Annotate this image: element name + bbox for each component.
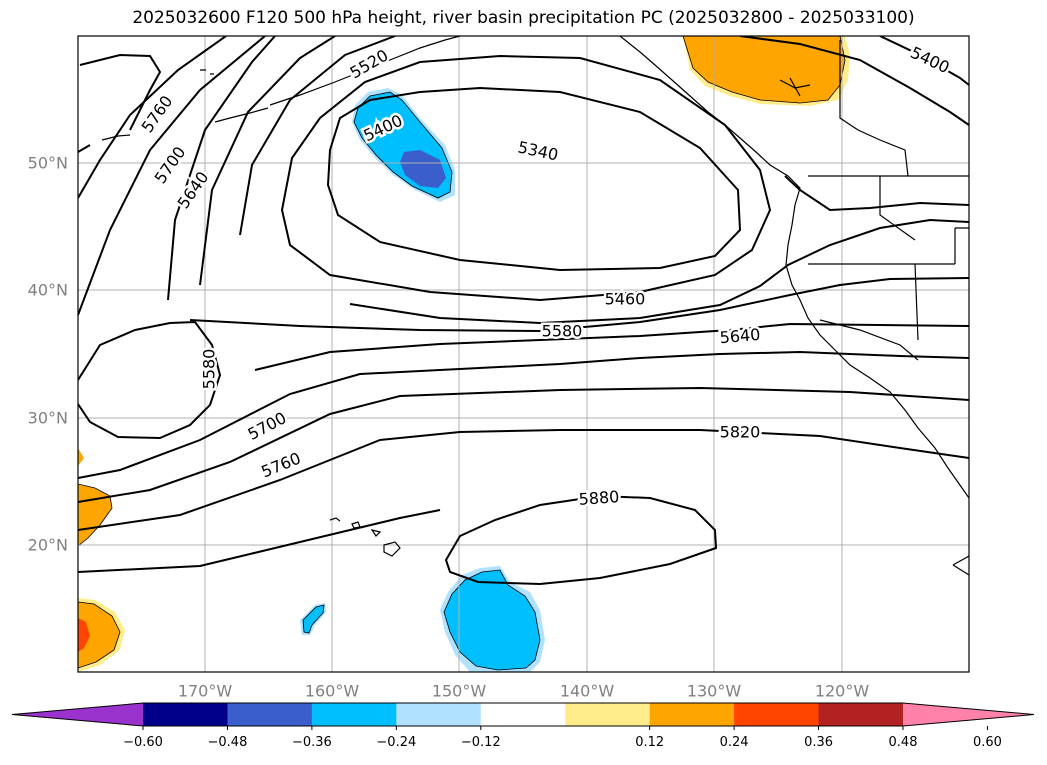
- colorbar-extend-max: [903, 703, 1034, 726]
- colorbar-extend-min: [12, 703, 143, 726]
- colorbar-tick-label: 0.36: [804, 735, 833, 750]
- contour-label-5400-east: 5400: [908, 43, 953, 77]
- colorbar-segment: [649, 703, 735, 726]
- colorbar-tick-label: −0.60: [123, 735, 163, 750]
- colorbar-tick-label: −0.36: [292, 735, 332, 750]
- lon-label-170w: 170°W: [178, 682, 233, 701]
- colorbar-segment: [227, 703, 313, 726]
- contour-label-halo: 5820: [720, 423, 761, 442]
- lat-label-30n: 30°N: [28, 409, 68, 428]
- colorbar-segment: [480, 703, 566, 726]
- precip-positive-west-b: [78, 483, 113, 547]
- contour-labels: 5760 5760 5700 5700 5640 5640 5520 5520 …: [135, 40, 955, 511]
- precip-shading: [78, 36, 850, 672]
- colorbar-segment: [565, 703, 651, 726]
- height-contours: [78, 36, 969, 586]
- contour-label-5340: 5340: [516, 137, 560, 164]
- colorbar-tick-label: −0.48: [208, 735, 248, 750]
- lon-label-150w: 150°W: [432, 682, 487, 701]
- contour-label-5760: 5760: [138, 92, 177, 136]
- colorbar-segment: [734, 703, 820, 726]
- contour-label-5700: 5700: [151, 143, 190, 187]
- contour-label-5640-east: 5640: [719, 325, 761, 347]
- colorbar-tick-label: −0.24: [376, 735, 416, 750]
- lon-label-130w: 130°W: [687, 682, 742, 701]
- colorbar-tick-label: 0.60: [973, 735, 1002, 750]
- contour-label-halo: 5580: [542, 322, 583, 341]
- lat-label-20n: 20°N: [28, 536, 68, 555]
- precip-positive-west-a: [78, 448, 84, 466]
- contour-label-halo: 5460: [605, 290, 646, 309]
- contour-label-5760-south: 5760: [259, 449, 304, 482]
- contour-label-5580-center: 5580: [542, 322, 583, 341]
- lon-label-160w: 160°W: [305, 682, 360, 701]
- contour-label-5580-west: 5580: [200, 349, 219, 390]
- latitude-labels: 50°N 40°N 30°N 20°N: [28, 154, 68, 555]
- map-title: 2025032600 F120 500 hPa height, river ba…: [132, 8, 915, 28]
- colorbar-tick-label: 0.24: [720, 735, 749, 750]
- coastlines: [101, 36, 969, 576]
- contour-label-5640: 5640: [174, 168, 213, 212]
- colorbar-tick-label: −0.12: [461, 735, 501, 750]
- lat-label-40n: 40°N: [28, 281, 68, 300]
- contour-label-5880: 5880: [578, 487, 620, 509]
- colorbar-segment: [818, 703, 904, 726]
- lon-label-140w: 140°W: [560, 682, 615, 701]
- lon-label-120w: 120°W: [815, 682, 870, 701]
- contour-label-5460: 5460: [605, 290, 646, 309]
- colorbar-segment: [396, 703, 482, 726]
- contour-label-5820: 5820: [720, 423, 761, 442]
- colorbar-segment: [143, 703, 228, 726]
- islands: [200, 69, 401, 557]
- colorbar-segment: [311, 703, 397, 726]
- map-frame: [77, 35, 970, 673]
- colorbar-tick-label: 0.12: [635, 735, 664, 750]
- colorbar: −0.60 −0.48 −0.36 −0.24 −0.12 0.12 0.24 0.36 0.4…: [11, 702, 1035, 750]
- contour-label-halo: 5580: [200, 349, 219, 390]
- lat-label-50n: 50°N: [28, 154, 68, 173]
- longitude-labels: 170°W 160°W 150°W 140°W 130°W 120°W: [178, 682, 870, 701]
- colorbar-tick-label: 0.48: [889, 735, 918, 750]
